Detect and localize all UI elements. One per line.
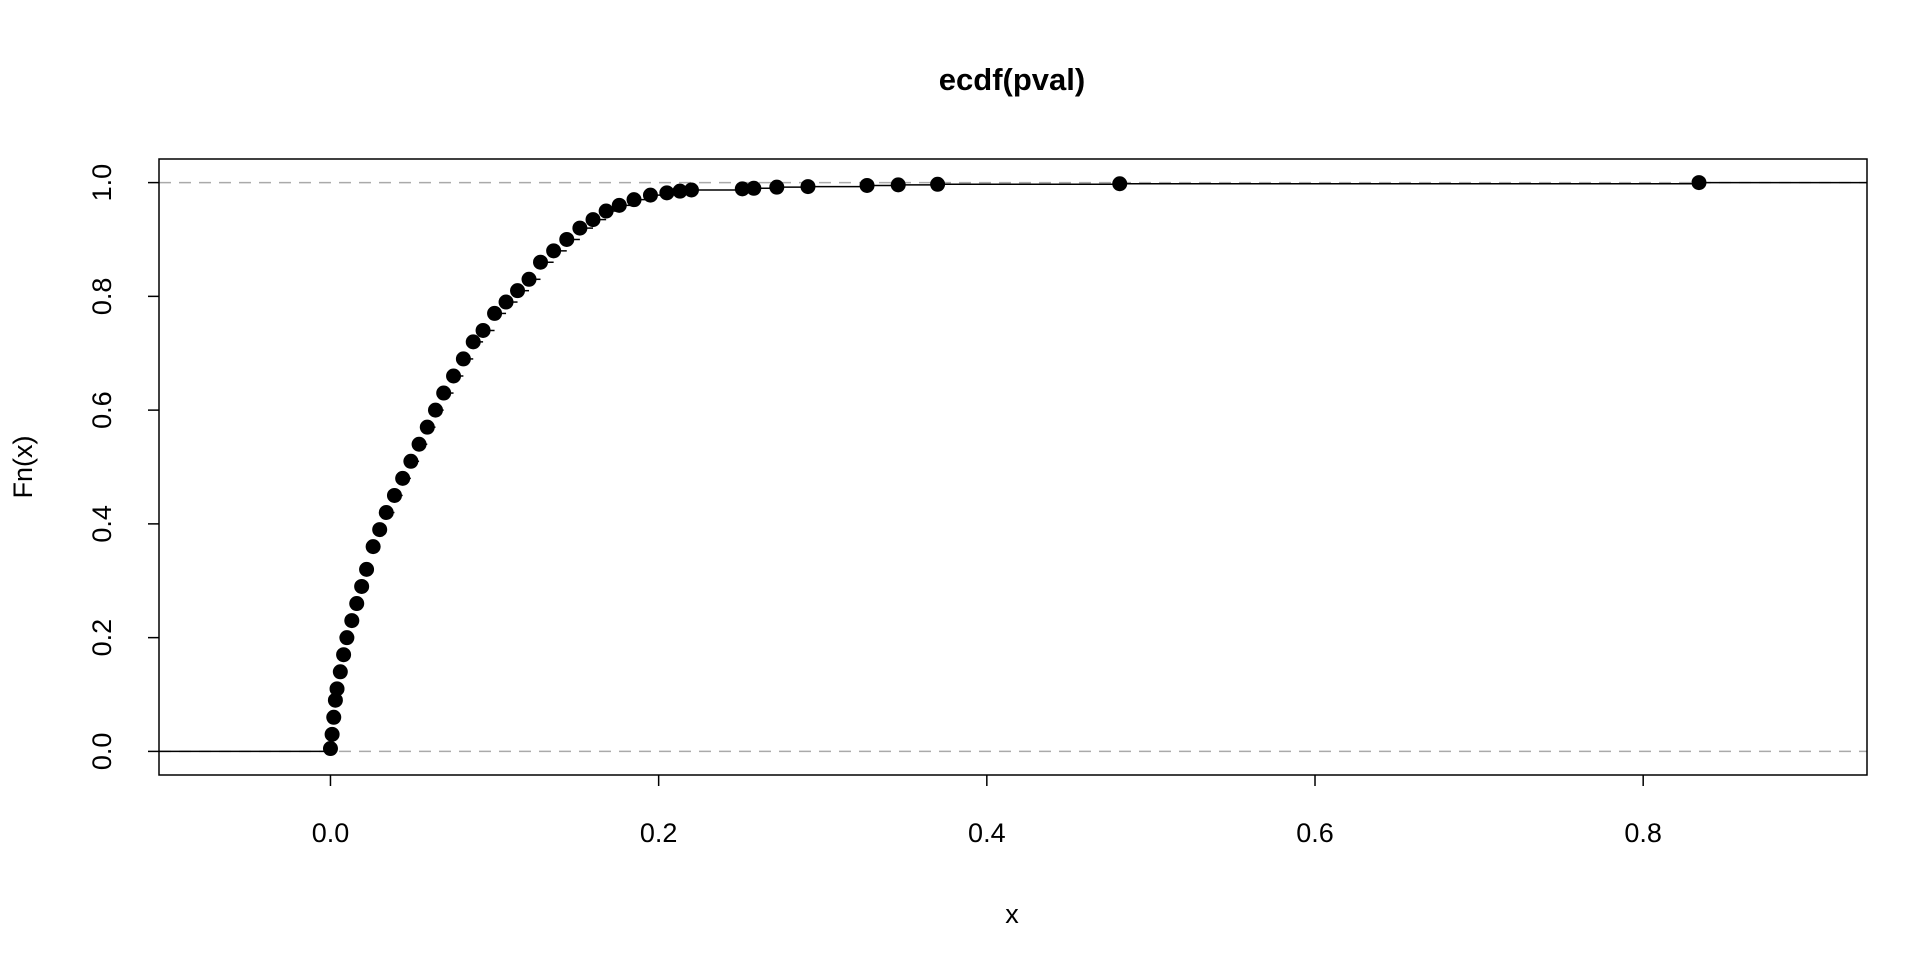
x-tick-label: 0.6 (1296, 818, 1334, 848)
y-axis-label: Fn(x) (8, 436, 38, 499)
ecdf-point (395, 470, 411, 486)
ecdf-point (769, 179, 785, 195)
ecdf-point (475, 322, 491, 338)
y-tick-label: 0.6 (87, 391, 117, 429)
x-axis-label: x (1005, 899, 1019, 929)
y-tick-label: 0.8 (87, 278, 117, 316)
ecdf-point (378, 505, 394, 521)
ecdf-point (487, 305, 503, 321)
ecdf-point (411, 436, 427, 452)
ecdf-point (734, 181, 750, 197)
ecdf-point (349, 596, 365, 612)
ecdf-point (598, 203, 614, 219)
plot-frame (158, 158, 1868, 776)
ecdf-point (336, 647, 352, 663)
ecdf-point (626, 192, 642, 208)
ecdf-point (386, 487, 402, 503)
ecdf-point (890, 177, 906, 193)
ecdf-point (546, 243, 562, 259)
ecdf-point (419, 419, 435, 435)
ecdf-point (642, 187, 658, 203)
ecdf-point (559, 231, 575, 247)
ecdf-point (585, 212, 601, 228)
ecdf-point (800, 179, 816, 195)
x-tick-label: 0.4 (968, 818, 1006, 848)
ecdf-point (611, 197, 627, 213)
ecdf-point (436, 385, 452, 401)
ecdf-point (672, 183, 688, 199)
y-tick-label: 1.0 (87, 164, 117, 202)
ecdf-point (354, 578, 370, 594)
ecdf-point (446, 368, 462, 384)
ecdf-point (859, 177, 875, 193)
ecdf-point (403, 453, 419, 469)
ecdf-point (326, 709, 342, 725)
y-tick-label: 0.4 (87, 505, 117, 543)
ecdf-point (324, 726, 340, 742)
ecdf-point (521, 271, 537, 287)
ecdf-point (332, 664, 348, 680)
ecdf-point (683, 182, 699, 198)
ecdf-point (327, 692, 343, 708)
ecdf-point (365, 539, 381, 555)
y-tick-label: 0.2 (87, 619, 117, 657)
ecdf-point (510, 283, 526, 299)
ecdf-point (344, 613, 360, 629)
ecdf-point (465, 334, 481, 350)
ecdf-point (427, 402, 443, 418)
ecdf-point (455, 351, 471, 367)
ecdf-point (372, 522, 388, 538)
y-tick-label: 0.0 (87, 733, 117, 771)
ecdf-point (533, 254, 549, 270)
chart-title: ecdf(pval) (939, 62, 1085, 97)
ecdf-point (659, 185, 675, 201)
ecdf-point (746, 180, 762, 196)
ecdf-point (359, 561, 375, 577)
ecdf-point (339, 630, 355, 646)
ecdf-point (329, 681, 345, 697)
ecdf-point (930, 176, 946, 192)
ecdf-point (572, 220, 588, 236)
ecdf-point (322, 741, 338, 757)
x-tick-label: 0.2 (640, 818, 678, 848)
x-tick-label: 0.0 (312, 818, 350, 848)
ecdf-point (498, 294, 514, 310)
ecdf-point (1112, 176, 1128, 192)
ecdf-point (1691, 175, 1707, 191)
x-tick-label: 0.8 (1624, 818, 1662, 848)
